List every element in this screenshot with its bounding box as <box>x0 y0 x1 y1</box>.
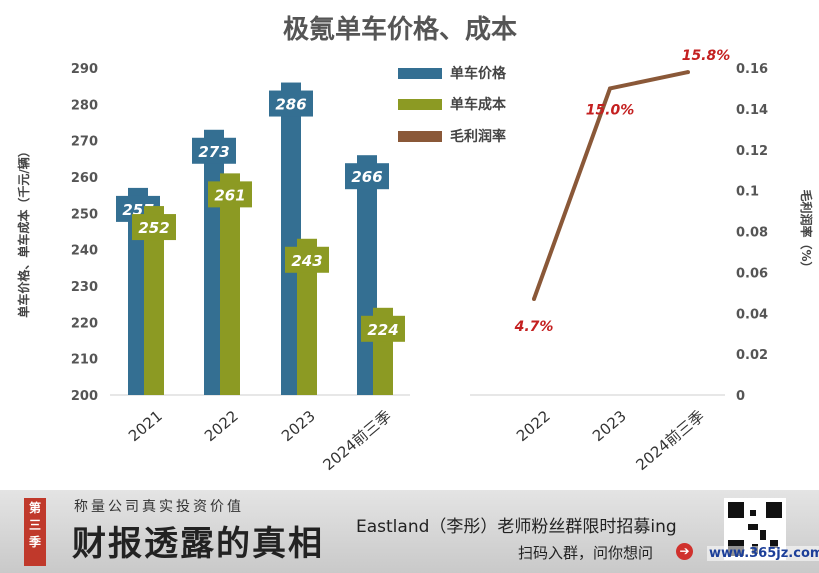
y-tick-label-left: 230 <box>71 280 98 295</box>
chart: 极氪单车价格、成本 200 210 220 230 240 250 260 270 280 290… <box>16 14 814 474</box>
y-tick-label-left: 250 <box>71 207 98 222</box>
margin-data-label: 15.8% <box>682 48 731 64</box>
y-tick-label-left: 200 <box>71 389 98 404</box>
margin-point <box>532 296 536 301</box>
margin-data-label: 4.7% <box>514 319 554 335</box>
y-tick-label-left: 280 <box>71 98 98 113</box>
banner-headline: 财报透露的真相 <box>72 524 324 564</box>
cost-label-box <box>132 214 176 241</box>
y-tick-label-right: 0.14 <box>736 103 768 118</box>
x-tick-label-right: 2024前三季 <box>632 407 707 474</box>
cost-bar <box>220 173 240 395</box>
x-tick-label-right: 2023 <box>589 407 630 445</box>
cost-data-label: 252 <box>138 219 169 237</box>
promo-banner: 第三季 称量公司真实投资价值 财报透露的真相 Eastland（李彤）老师粉丝群… <box>0 490 819 573</box>
margin-point <box>608 86 612 91</box>
margin-point <box>686 70 690 75</box>
legend-cost-label: 单车成本 <box>450 96 507 113</box>
legend-margin-swatch <box>398 131 442 142</box>
cost-bar <box>144 206 164 395</box>
price-label-box <box>345 163 389 190</box>
x-tick-label-left: 2021 <box>125 407 166 445</box>
cost-bar <box>297 238 317 395</box>
price-label-box <box>192 137 236 164</box>
x-tick-label-right: 2022 <box>513 407 554 445</box>
margin-data-label: 15.0% <box>586 102 635 118</box>
y-tick-label-right: 0.06 <box>736 266 768 281</box>
season-badge: 第三季 <box>24 498 46 566</box>
banner-slogan: 称量公司真实投资价值 <box>74 499 244 515</box>
price-data-label: 266 <box>351 168 382 186</box>
cost-label-box <box>208 181 252 208</box>
y-tick-label-left: 220 <box>71 316 98 331</box>
y-tick-label-right: 0.1 <box>736 185 759 200</box>
legend-margin-label: 毛利润率 <box>450 128 506 145</box>
cost-label-box <box>361 315 405 342</box>
y-tick-label-left: 290 <box>71 62 98 77</box>
y-tick-label-right: 0.12 <box>736 144 768 159</box>
y-axis-label-left: 单车价格、单车成本（千元/辆） <box>16 145 31 317</box>
y-tick-label-right: 0.02 <box>736 348 768 363</box>
y-tick-label-left: 240 <box>71 244 98 259</box>
x-tick-label-left: 2023 <box>278 407 319 445</box>
y-tick-label-left: 210 <box>71 353 98 368</box>
y-tick-label-right: 0 <box>736 389 745 404</box>
cost-data-label: 261 <box>214 186 245 204</box>
price-data-label: 273 <box>198 143 229 161</box>
banner-subpromo: 扫码入群，问你想问 <box>518 544 654 562</box>
watermark: www.365jz.com <box>707 546 819 561</box>
banner-promo: Eastland（李彤）老师粉丝群限时招募ing <box>356 517 677 537</box>
cost-data-label: 224 <box>367 321 398 339</box>
cost-data-label: 243 <box>291 252 322 270</box>
chart-title: 极氪单车价格、成本 <box>283 14 517 45</box>
x-tick-label-left: 2022 <box>201 407 242 445</box>
legend-price-swatch <box>398 68 442 79</box>
legend-price-label: 单车价格 <box>450 65 507 82</box>
y-tick-label-left: 260 <box>71 171 98 186</box>
arrow-right-icon[interactable]: ➔ <box>676 543 693 560</box>
y-tick-label-left: 270 <box>71 135 98 150</box>
y-axis-label-right: 毛利润率（%） <box>799 189 814 273</box>
y-tick-label-right: 0.08 <box>736 226 768 241</box>
price-label-box <box>269 90 313 117</box>
x-tick-label-left: 2024前三季 <box>319 407 394 474</box>
price-data-label: 286 <box>275 96 306 114</box>
price-bar <box>281 82 301 396</box>
cost-label-box <box>285 246 329 273</box>
y-tick-label-right: 0.16 <box>736 62 768 77</box>
y-tick-label-right: 0.04 <box>736 307 768 322</box>
legend-cost-swatch <box>398 99 442 110</box>
